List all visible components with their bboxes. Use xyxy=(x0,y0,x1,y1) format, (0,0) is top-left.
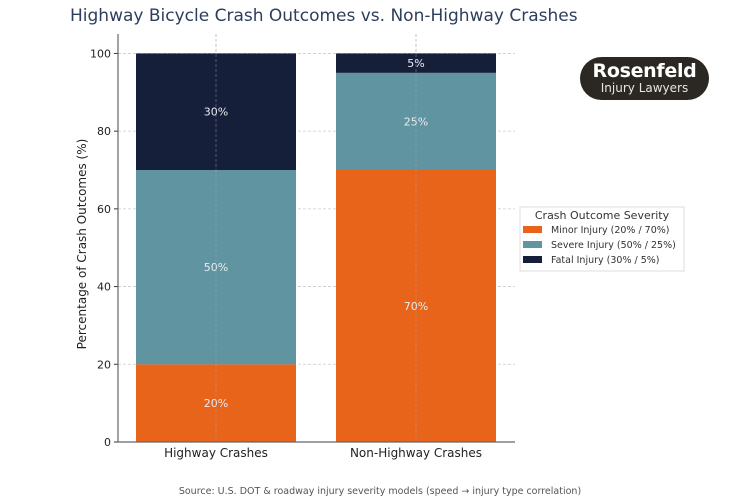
legend-swatch xyxy=(523,226,542,233)
legend-box xyxy=(519,206,685,272)
logo-line1: Rosenfeld xyxy=(592,60,697,82)
logo-line2: Injury Lawyers xyxy=(600,81,689,95)
legend-swatch xyxy=(523,256,542,263)
legend-entry: Minor Injury (20% / 70%) xyxy=(551,225,670,236)
y-tick-label: 80 xyxy=(97,125,111,138)
y-axis-label: Percentage of Crash Outcomes (%) xyxy=(75,139,89,350)
legend-title: Crash Outcome Severity xyxy=(535,209,670,222)
x-tick-label: Highway Crashes xyxy=(164,446,268,460)
legend-swatch xyxy=(523,241,542,248)
bar-segment xyxy=(336,53,496,73)
y-tick-label: 100 xyxy=(90,47,111,60)
chart-title: Highway Bicycle Crash Outcomes vs. Non-H… xyxy=(70,6,578,26)
data-label: 20% xyxy=(204,397,228,410)
rosenfeld-logo: Rosenfeld Injury Lawyers xyxy=(580,57,709,100)
x-tick-label: Non-Highway Crashes xyxy=(350,446,482,460)
data-label: 50% xyxy=(204,261,228,274)
y-tick-label: 40 xyxy=(97,281,111,294)
legend-entry: Severe Injury (50% / 25%) xyxy=(551,240,676,251)
legend-entry: Fatal Injury (30% / 5%) xyxy=(551,255,660,266)
y-tick-label: 60 xyxy=(97,203,111,216)
source-note: Source: U.S. DOT & roadway injury severi… xyxy=(179,486,581,497)
data-label: 5% xyxy=(407,57,424,70)
y-tick-label: 20 xyxy=(97,358,111,371)
y-tick-label: 0 xyxy=(104,436,111,449)
data-label: 30% xyxy=(204,106,228,119)
